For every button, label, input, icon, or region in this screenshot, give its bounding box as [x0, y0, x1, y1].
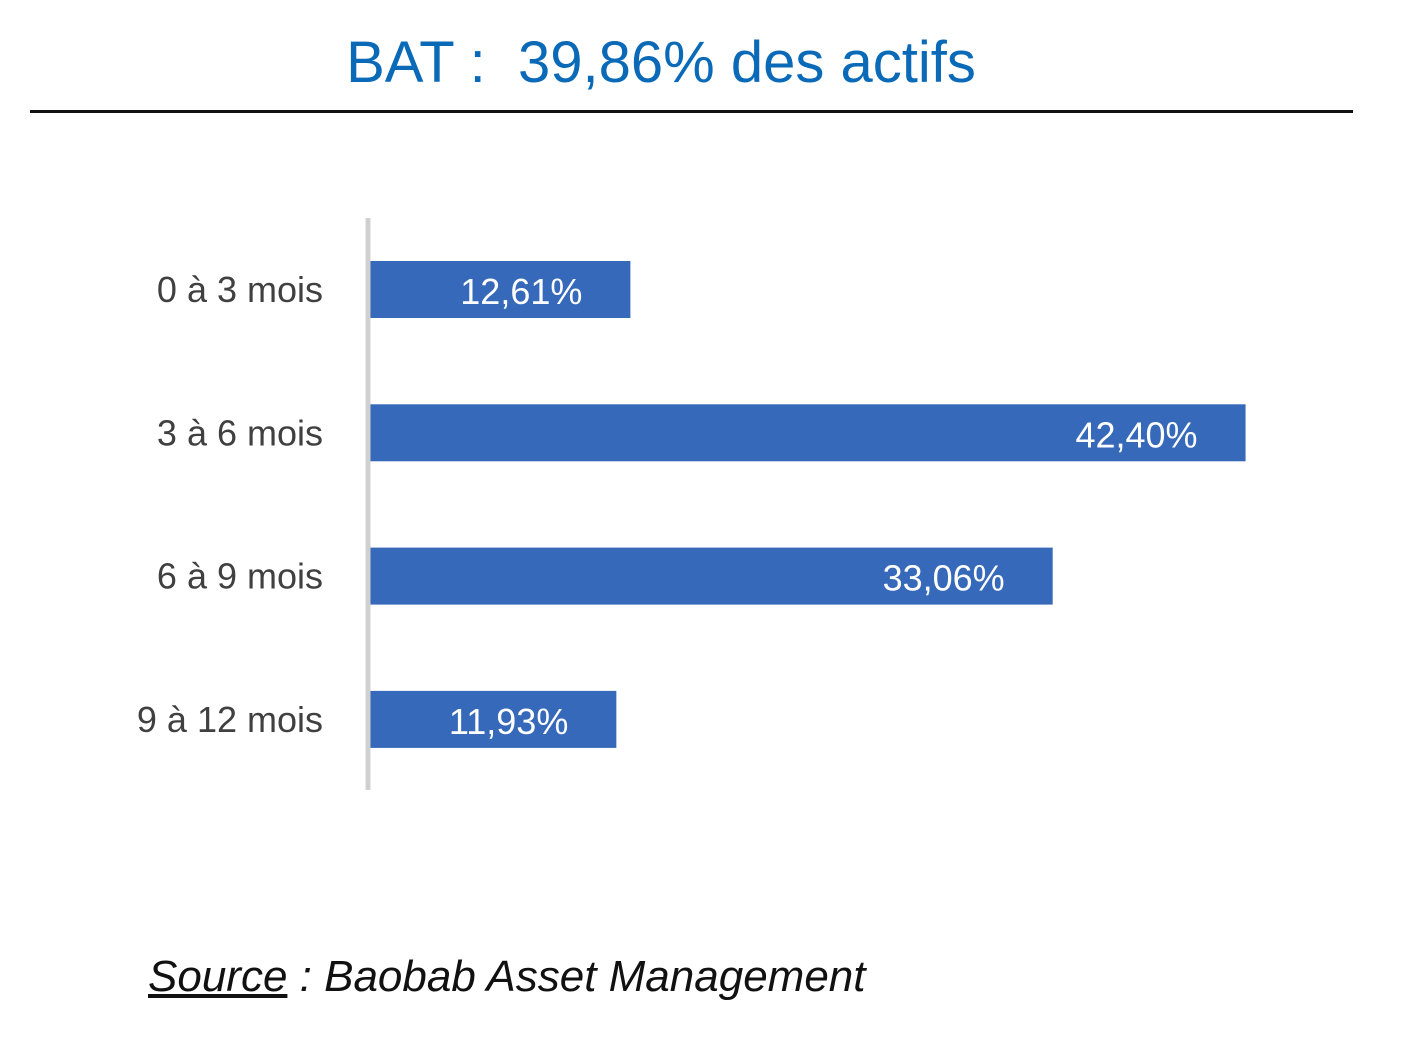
bar-3: [370, 547, 1053, 605]
source-note: Source : Baobab Asset Management: [148, 952, 865, 1002]
title-divider: [30, 110, 1353, 113]
category-label-2: 3 à 6 mois: [157, 412, 323, 453]
data-label-3: 33,06%: [883, 558, 1005, 599]
data-label-2: 42,40%: [1075, 414, 1197, 455]
data-label-4: 11,93%: [449, 701, 568, 742]
category-label-3: 6 à 9 mois: [157, 556, 323, 597]
chart-title: BAT : 39,86% des actifs: [346, 30, 976, 95]
bars-layer: 0 à 3 mois 12,61% 3 à 6 mois 42,40% 6 à 9 mo…: [137, 261, 1246, 748]
bar-2: [370, 404, 1246, 462]
source-label: Source: [148, 952, 288, 1001]
source-text: : Baobab Asset Management: [287, 952, 866, 1001]
bar-4: [370, 690, 617, 748]
bar-1: [370, 261, 631, 318]
category-label-1: 0 à 3 mois: [157, 269, 323, 310]
data-label-1: 12,61%: [460, 271, 582, 312]
category-label-4: 9 à 12 mois: [137, 699, 323, 740]
